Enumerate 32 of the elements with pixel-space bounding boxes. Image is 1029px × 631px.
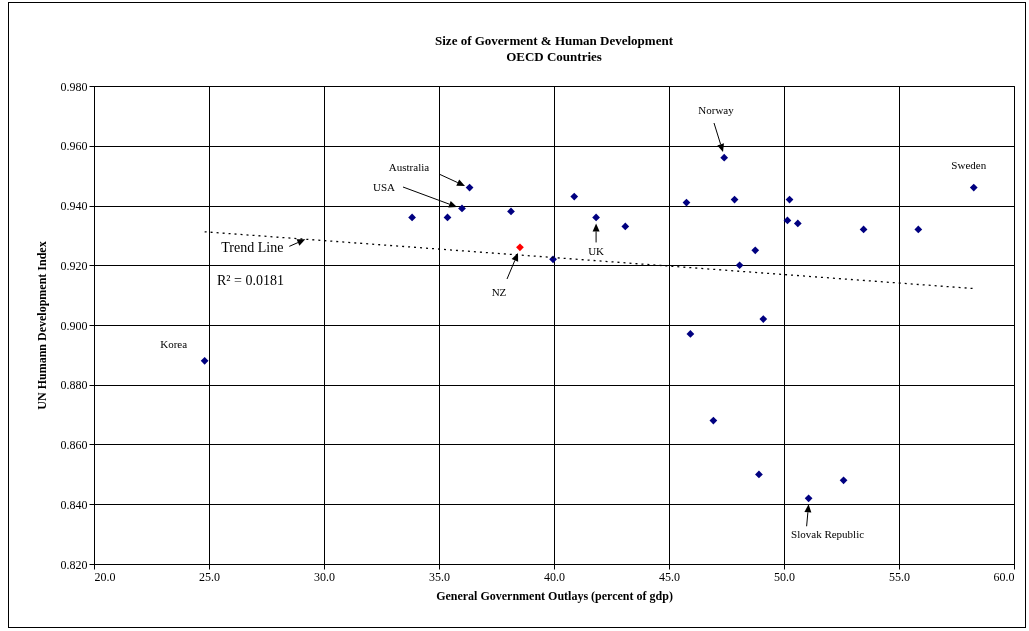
annotation: NZ (491, 286, 507, 298)
y-tick-label: 0.860 (60, 438, 88, 452)
x-tick-label: 20.0 (94, 569, 116, 584)
x-axis-title: General Government Outlays (percent of gdp) (436, 588, 673, 603)
annotation: Trend Line (221, 240, 284, 256)
y-tick-label: 0.920 (60, 258, 88, 273)
y-tick-label: 0.980 (60, 79, 88, 94)
x-tick-label: 40.0 (544, 569, 565, 584)
annotation: Korea (160, 337, 188, 350)
y-tick-label: 0.900 (60, 318, 88, 333)
x-tick-label: 30.0 (314, 569, 335, 584)
annotation: Slovak Republic (791, 528, 865, 541)
y-tick-label: 0.820 (60, 557, 88, 572)
annotation: Sweden (951, 158, 987, 171)
y-tick-label: 0.880 (60, 378, 88, 393)
annotation: USA (372, 181, 396, 193)
x-tick-label: 25.0 (199, 569, 220, 584)
annotation: Norway (698, 104, 735, 116)
annotation: UK (588, 245, 605, 258)
annotation: Australia (388, 161, 430, 173)
chart-title: Size of Goverment & Human Development (435, 33, 674, 48)
x-tick-label: 55.0 (889, 569, 910, 584)
x-tick-label: 35.0 (429, 569, 450, 584)
x-tick-label: 60.0 (993, 569, 1015, 584)
annotation: R² = 0.0181 (217, 273, 284, 288)
y-axis-title: UN Humann Development Index (34, 241, 49, 410)
x-tick-label: 50.0 (774, 569, 795, 584)
chart-subtitle: OECD Countries (506, 49, 602, 64)
y-tick-label: 0.960 (60, 139, 88, 154)
y-tick-label: 0.940 (60, 199, 88, 213)
y-tick-label: 0.840 (60, 497, 88, 512)
x-tick-label: 45.0 (659, 569, 680, 584)
